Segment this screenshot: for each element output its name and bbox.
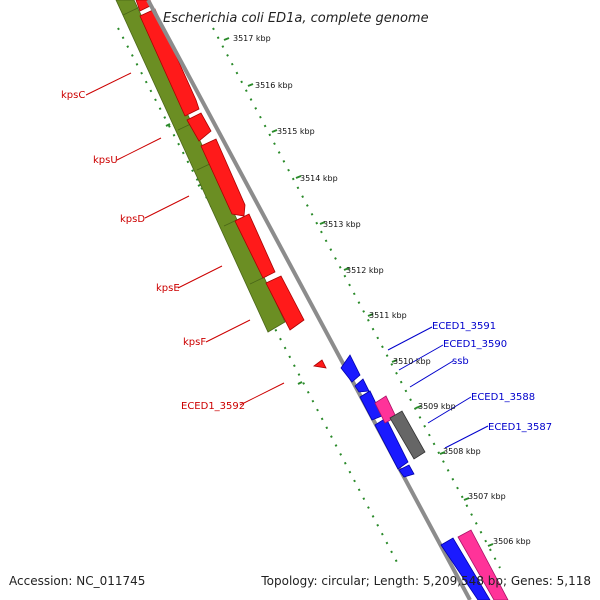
- scale-label: 3506 kbp: [493, 537, 531, 546]
- topology-text: Topology: circular; Length: 5,209,548 bp…: [261, 574, 591, 588]
- gene-arrow-kpsE: [234, 213, 276, 279]
- scale-label: 3510 kbp: [393, 357, 431, 366]
- scale-label: 3517 kbp: [233, 34, 271, 43]
- map-title: Escherichia coli ED1a, complete genome: [163, 11, 429, 26]
- inner-tick-ring: [212, 27, 501, 569]
- gene-label-ssb[interactable]: ssb: [452, 356, 469, 367]
- gene-label-ECED1_3591[interactable]: ECED1_3591: [432, 321, 496, 332]
- gene-arrow-kpsD: [200, 138, 246, 217]
- gene-label-ECED1_3588[interactable]: ECED1_3588: [471, 392, 535, 403]
- gene-arrow-bottom-blue: [440, 537, 491, 600]
- gene-label-kpsC[interactable]: kpsC: [61, 90, 85, 101]
- scale-label: 3507 kbp: [468, 492, 506, 501]
- gene-arrow-ECED1_3590: [354, 378, 370, 393]
- reverse-genes: [340, 354, 491, 600]
- scale-label: 3513 kbp: [323, 220, 361, 229]
- genome-backbone: [146, 0, 472, 600]
- gene-arrow-ECED1_3587: [374, 417, 409, 470]
- gene-arrow-kpsF: [265, 275, 305, 331]
- gene-arrow-small-blue: [398, 464, 415, 478]
- scale-label: 3511 kbp: [369, 311, 407, 320]
- gene-label-kpsU[interactable]: kpsU: [93, 155, 118, 166]
- scale-label: 3509 kbp: [418, 402, 456, 411]
- scale-label: 3508 kbp: [443, 447, 481, 456]
- pink-feature-2: [457, 529, 509, 600]
- scale-label: 3514 kbp: [300, 174, 338, 183]
- gene-arrow-small: [313, 359, 327, 369]
- cds-track: [115, 0, 286, 333]
- right-leader-lines: [387, 326, 489, 449]
- gene-label-ECED1_3592[interactable]: ECED1_3592: [181, 401, 245, 412]
- inner-major-ticks: [223, 37, 494, 547]
- left-gene-labels: kpsC kpsU kpsD kpsE kpsF ECED1_3592: [61, 90, 245, 412]
- outer-tick-ring: [117, 27, 401, 569]
- right-gene-labels: ECED1_3591 ECED1_3590 ssb ECED1_3588 ECE…: [432, 321, 552, 433]
- scale-label: 3516 kbp: [255, 81, 293, 90]
- gene-label-kpsF[interactable]: kpsF: [183, 337, 206, 348]
- gene-arrow-ECED1_3591: [340, 354, 361, 383]
- scale-labels: 3517 kbp 3516 kbp 3515 kbp 3514 kbp 3513…: [233, 34, 531, 546]
- gene-label-ECED1_3590[interactable]: ECED1_3590: [443, 339, 507, 350]
- scale-label: 3512 kbp: [346, 266, 384, 275]
- gray-feature: [389, 410, 426, 460]
- gene-label-kpsE[interactable]: kpsE: [156, 283, 180, 294]
- accession-text: Accession: NC_011745: [9, 574, 146, 588]
- gene-arrow-kpsU: [186, 112, 212, 142]
- gene-label-kpsD[interactable]: kpsD: [120, 214, 145, 225]
- scale-label: 3515 kbp: [277, 127, 315, 136]
- left-leader-lines: [85, 72, 285, 406]
- forward-genes: [135, 0, 327, 369]
- gene-label-ECED1_3587[interactable]: ECED1_3587: [488, 422, 552, 433]
